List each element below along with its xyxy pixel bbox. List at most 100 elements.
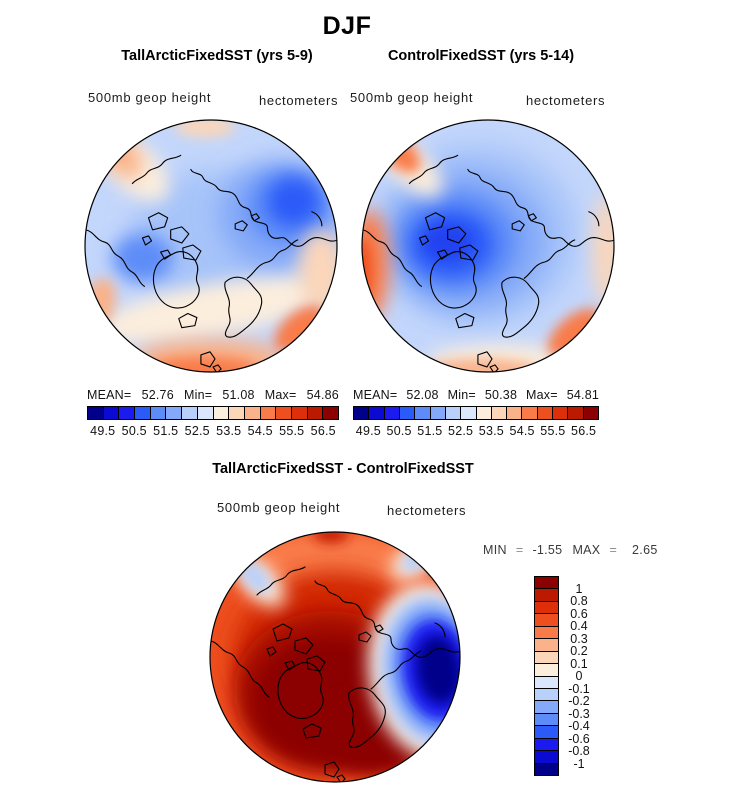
max-label: Max=	[526, 388, 558, 402]
diff-min-value: -1.55	[532, 543, 563, 557]
colorbar-tick-label: -0.8	[568, 744, 590, 758]
colorbar-tick-label: 49.5	[90, 424, 116, 438]
units-label-left: hectometers	[259, 93, 339, 108]
diff-min-label: MIN	[483, 543, 507, 557]
colorbar-cell	[535, 676, 558, 689]
colorbar-left	[87, 406, 339, 420]
stats-right: MEAN= 52.08 Min= 50.38 Max= 54.81	[353, 388, 599, 402]
colorbar-ticks-left: 49.5 50.5 51.5 52.5 53.5 54.5 55.5 56.5	[87, 424, 339, 438]
colorbar-cell	[103, 407, 120, 419]
colorbar-cell	[522, 407, 538, 419]
min-value: 50.38	[484, 388, 518, 402]
colorbar-cell	[535, 651, 558, 665]
equals-sign: =	[609, 543, 618, 557]
colorbar-tick-label: 0.4	[570, 619, 588, 633]
colorbar-cell	[260, 407, 277, 419]
map-tall-arctic-svg	[84, 119, 338, 373]
colorbar-cell	[244, 407, 261, 419]
colorbar-cell	[166, 407, 183, 419]
units-label-diff: hectometers	[387, 503, 467, 518]
colorbar-cell	[535, 726, 558, 739]
mean-label: MEAN=	[87, 388, 132, 402]
colorbar-cell	[535, 738, 558, 752]
colorbar-cell	[553, 407, 569, 419]
map-difference	[209, 531, 461, 783]
colorbar-tick-label: 0	[575, 669, 583, 683]
colorbar-cell	[384, 407, 400, 419]
min-label: Min=	[447, 388, 476, 402]
mean-label: MEAN=	[353, 388, 398, 402]
colorbar-cell	[461, 407, 477, 419]
map-outline	[84, 119, 338, 373]
colorbar-tick-label: 1	[575, 581, 583, 596]
colorbar-cell	[535, 763, 558, 775]
equals-sign: =	[515, 543, 524, 557]
colorbar-cell	[276, 407, 292, 419]
field-label-left: 500mb geop height	[88, 90, 212, 105]
colorbar-cell	[445, 407, 462, 419]
colorbar-cell	[182, 407, 198, 419]
max-label: Max=	[264, 388, 297, 402]
colorbar-cell	[291, 407, 308, 419]
colorbar-tick-label: 0.1	[570, 656, 588, 671]
map-control	[361, 119, 615, 373]
colorbar-cell	[535, 688, 558, 702]
colorbar-cell	[369, 407, 385, 419]
panel-title-tall-arctic: TallArcticFixedSST (yrs 5-9)	[121, 48, 313, 64]
panel-title-difference: TallArcticFixedSST - ControlFixedSST	[212, 461, 474, 477]
colorbar-right	[353, 406, 599, 420]
colorbar-cell	[583, 407, 598, 419]
colorbar-cell	[229, 407, 245, 419]
colorbar-cell	[535, 713, 558, 727]
diff-minmax-line: MIN = -1.55 MAX = 2.65	[483, 543, 658, 557]
colorbar-tick-label: 49.5	[355, 424, 381, 438]
colorbar-cell	[535, 664, 558, 677]
colorbar-tick-label: -0.6	[568, 731, 590, 746]
colorbar-tick-label: 55.5	[540, 424, 566, 438]
colorbar-cell	[535, 701, 558, 714]
colorbar-tick-label: -0.4	[568, 719, 590, 733]
colorbar-tick-label: 56.5	[310, 424, 336, 438]
min-value: 51.08	[222, 388, 255, 402]
colorbar-cell	[535, 751, 558, 764]
colorbar-tick-label: 54.5	[247, 424, 273, 438]
colorbar-tick-label: 51.5	[417, 424, 443, 438]
mean-value: 52.76	[141, 388, 174, 402]
colorbar-tick-label: 50.5	[121, 424, 147, 438]
colorbar-cell	[399, 407, 416, 419]
colorbar-cell	[197, 407, 214, 419]
max-value: 54.81	[566, 388, 599, 402]
colorbar-cell	[535, 589, 558, 602]
colorbar-ticks-difference: 1 0.8 0.6 0.4 0.3 0.2 0.1 0 -0.1 -0.2 -0.3 -0.4 -0.6…	[561, 576, 597, 776]
field-label-right: 500mb geop height	[350, 90, 474, 105]
colorbar-cell	[354, 407, 370, 419]
map-outline	[361, 119, 615, 373]
colorbar-cell	[476, 407, 492, 419]
colorbar-tick-label: 52.5	[448, 424, 474, 438]
colorbar-ticks-right: 49.5 50.5 51.5 52.5 53.5 54.5 55.5 56.5	[353, 424, 599, 438]
colorbar-tick-label: 0.8	[570, 594, 588, 608]
min-label: Min=	[183, 388, 213, 402]
colorbar-tick-label: -0.3	[568, 706, 590, 721]
colorbar-cell	[535, 614, 558, 627]
colorbar-cell	[307, 407, 324, 419]
max-value: 54.86	[306, 388, 339, 402]
map-outline	[209, 531, 461, 783]
colorbar-cell	[491, 407, 508, 419]
colorbar-cell	[535, 577, 558, 590]
units-label-right: hectometers	[526, 93, 606, 108]
colorbar-cell	[535, 626, 558, 640]
colorbar-cell	[507, 407, 523, 419]
figure-title: DJF	[322, 12, 372, 40]
colorbar-tick-label: 53.5	[478, 424, 504, 438]
panel-title-control: ControlFixedSST (yrs 5-14)	[387, 48, 575, 64]
colorbar-tick-label: 56.5	[571, 424, 597, 438]
stats-left: MEAN= 52.76 Min= 51.08 Max= 54.86	[87, 388, 339, 402]
colorbar-tick-label: 55.5	[279, 424, 305, 438]
map-control-svg	[361, 119, 615, 373]
colorbar-tick-label: 0.6	[570, 606, 588, 621]
colorbar-cell	[535, 639, 558, 652]
diff-max-value: 2.65	[632, 543, 658, 557]
colorbar-cell	[415, 407, 431, 419]
map-tall-arctic	[84, 119, 338, 373]
